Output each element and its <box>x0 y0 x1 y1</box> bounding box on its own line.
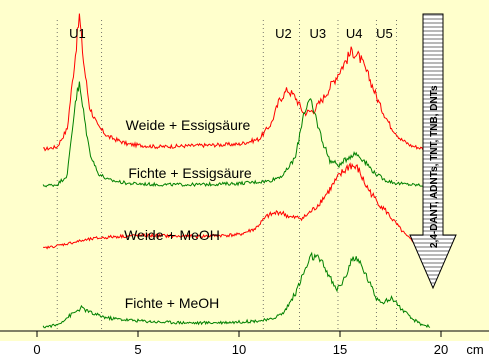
region-label: U1 <box>69 26 86 41</box>
region-label: U3 <box>309 26 326 41</box>
x-tick-label: 20 <box>434 342 448 357</box>
x-axis-unit: cm <box>466 342 483 357</box>
series-line <box>43 162 431 250</box>
series-label: Weide + Essigsäure <box>126 117 251 133</box>
x-axis-ticks: 0 5 10 15 20 cm <box>33 331 484 357</box>
series-layer <box>42 13 431 329</box>
arrow-label: 2,4-DANT, ADNTs, TNT, TNB, DNTs <box>429 85 440 248</box>
arrow-shape <box>409 13 457 290</box>
x-tick-label: 10 <box>232 342 246 357</box>
series-line <box>42 13 431 152</box>
region-markers: U1 U2 U3 U4 U5 <box>69 26 393 41</box>
series-label: Weide + MeOH <box>124 227 220 243</box>
series-label: Fichte + MeOH <box>125 295 220 311</box>
region-label: U5 <box>376 26 393 41</box>
series-line <box>42 251 431 329</box>
x-tick-label: 15 <box>333 342 347 357</box>
x-tick-label: 5 <box>134 342 141 357</box>
plot-background <box>0 0 489 341</box>
migration-arrow: 2,4-DANT, ADNTs, TNT, TNB, DNTs <box>409 13 457 290</box>
series-line <box>42 81 431 188</box>
region-label: U4 <box>346 26 363 41</box>
series-label: Fichte + Essigsäure <box>128 165 252 181</box>
region-label: U2 <box>275 26 292 41</box>
series-labels: Weide + Essigsäure Fichte + Essigsäure Wei… <box>124 117 252 311</box>
x-tick-label: 0 <box>33 342 40 357</box>
